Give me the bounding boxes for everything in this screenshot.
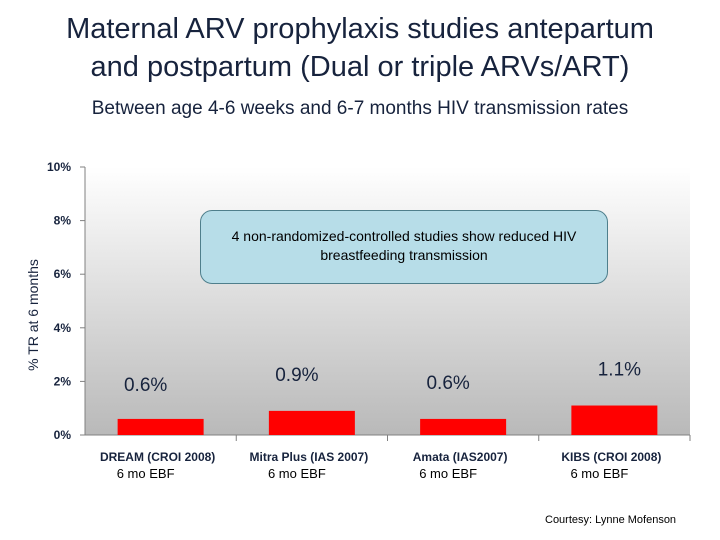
x-sublabel: 6 mo EBF bbox=[419, 466, 477, 481]
title-line-2: and postpartum (Dual or triple ARVs/ART) bbox=[90, 51, 630, 83]
x-sublabel: 6 mo EBF bbox=[117, 466, 175, 481]
bar-2 bbox=[420, 418, 507, 435]
data-label: 0.6% bbox=[124, 375, 167, 396]
title-line-1: Maternal ARV prophylaxis studies antepar… bbox=[66, 13, 654, 45]
y-tick-label: 8% bbox=[54, 214, 72, 228]
y-tick-label: 10% bbox=[47, 160, 71, 174]
y-tick-label: 2% bbox=[54, 374, 72, 388]
y-tick-label: 6% bbox=[54, 267, 72, 281]
x-category-label: KIBS (CROI 2008) bbox=[561, 450, 661, 464]
chart-title: Maternal ARV prophylaxis studies antepar… bbox=[0, 10, 720, 86]
x-category-label: DREAM (CROI 2008) bbox=[100, 450, 215, 464]
plot-area bbox=[85, 167, 690, 435]
bar-3 bbox=[571, 405, 658, 435]
x-category-label: Mitra Plus (IAS 2007) bbox=[250, 450, 369, 464]
y-tick-label: 0% bbox=[54, 428, 72, 442]
y-tick-label: 4% bbox=[54, 321, 72, 335]
chart-subtitle: Between age 4-6 weeks and 6-7 months HIV… bbox=[91, 98, 629, 119]
credit-text: Courtesy: Lynne Mofenson bbox=[545, 514, 677, 526]
data-label: 0.9% bbox=[275, 365, 318, 386]
data-label: 0.6% bbox=[426, 373, 469, 394]
callout-box: 4 non-randomized-controlled studies show… bbox=[200, 210, 608, 284]
x-sublabel: 6 mo EBF bbox=[268, 466, 326, 481]
bar-1 bbox=[268, 410, 355, 435]
x-category-label: Amata (IAS2007) bbox=[413, 450, 508, 464]
bar-0 bbox=[117, 418, 204, 435]
y-axis-title: % TR at 6 months bbox=[25, 259, 41, 371]
x-sublabel: 6 mo EBF bbox=[570, 466, 628, 481]
data-label: 1.1% bbox=[598, 360, 641, 381]
